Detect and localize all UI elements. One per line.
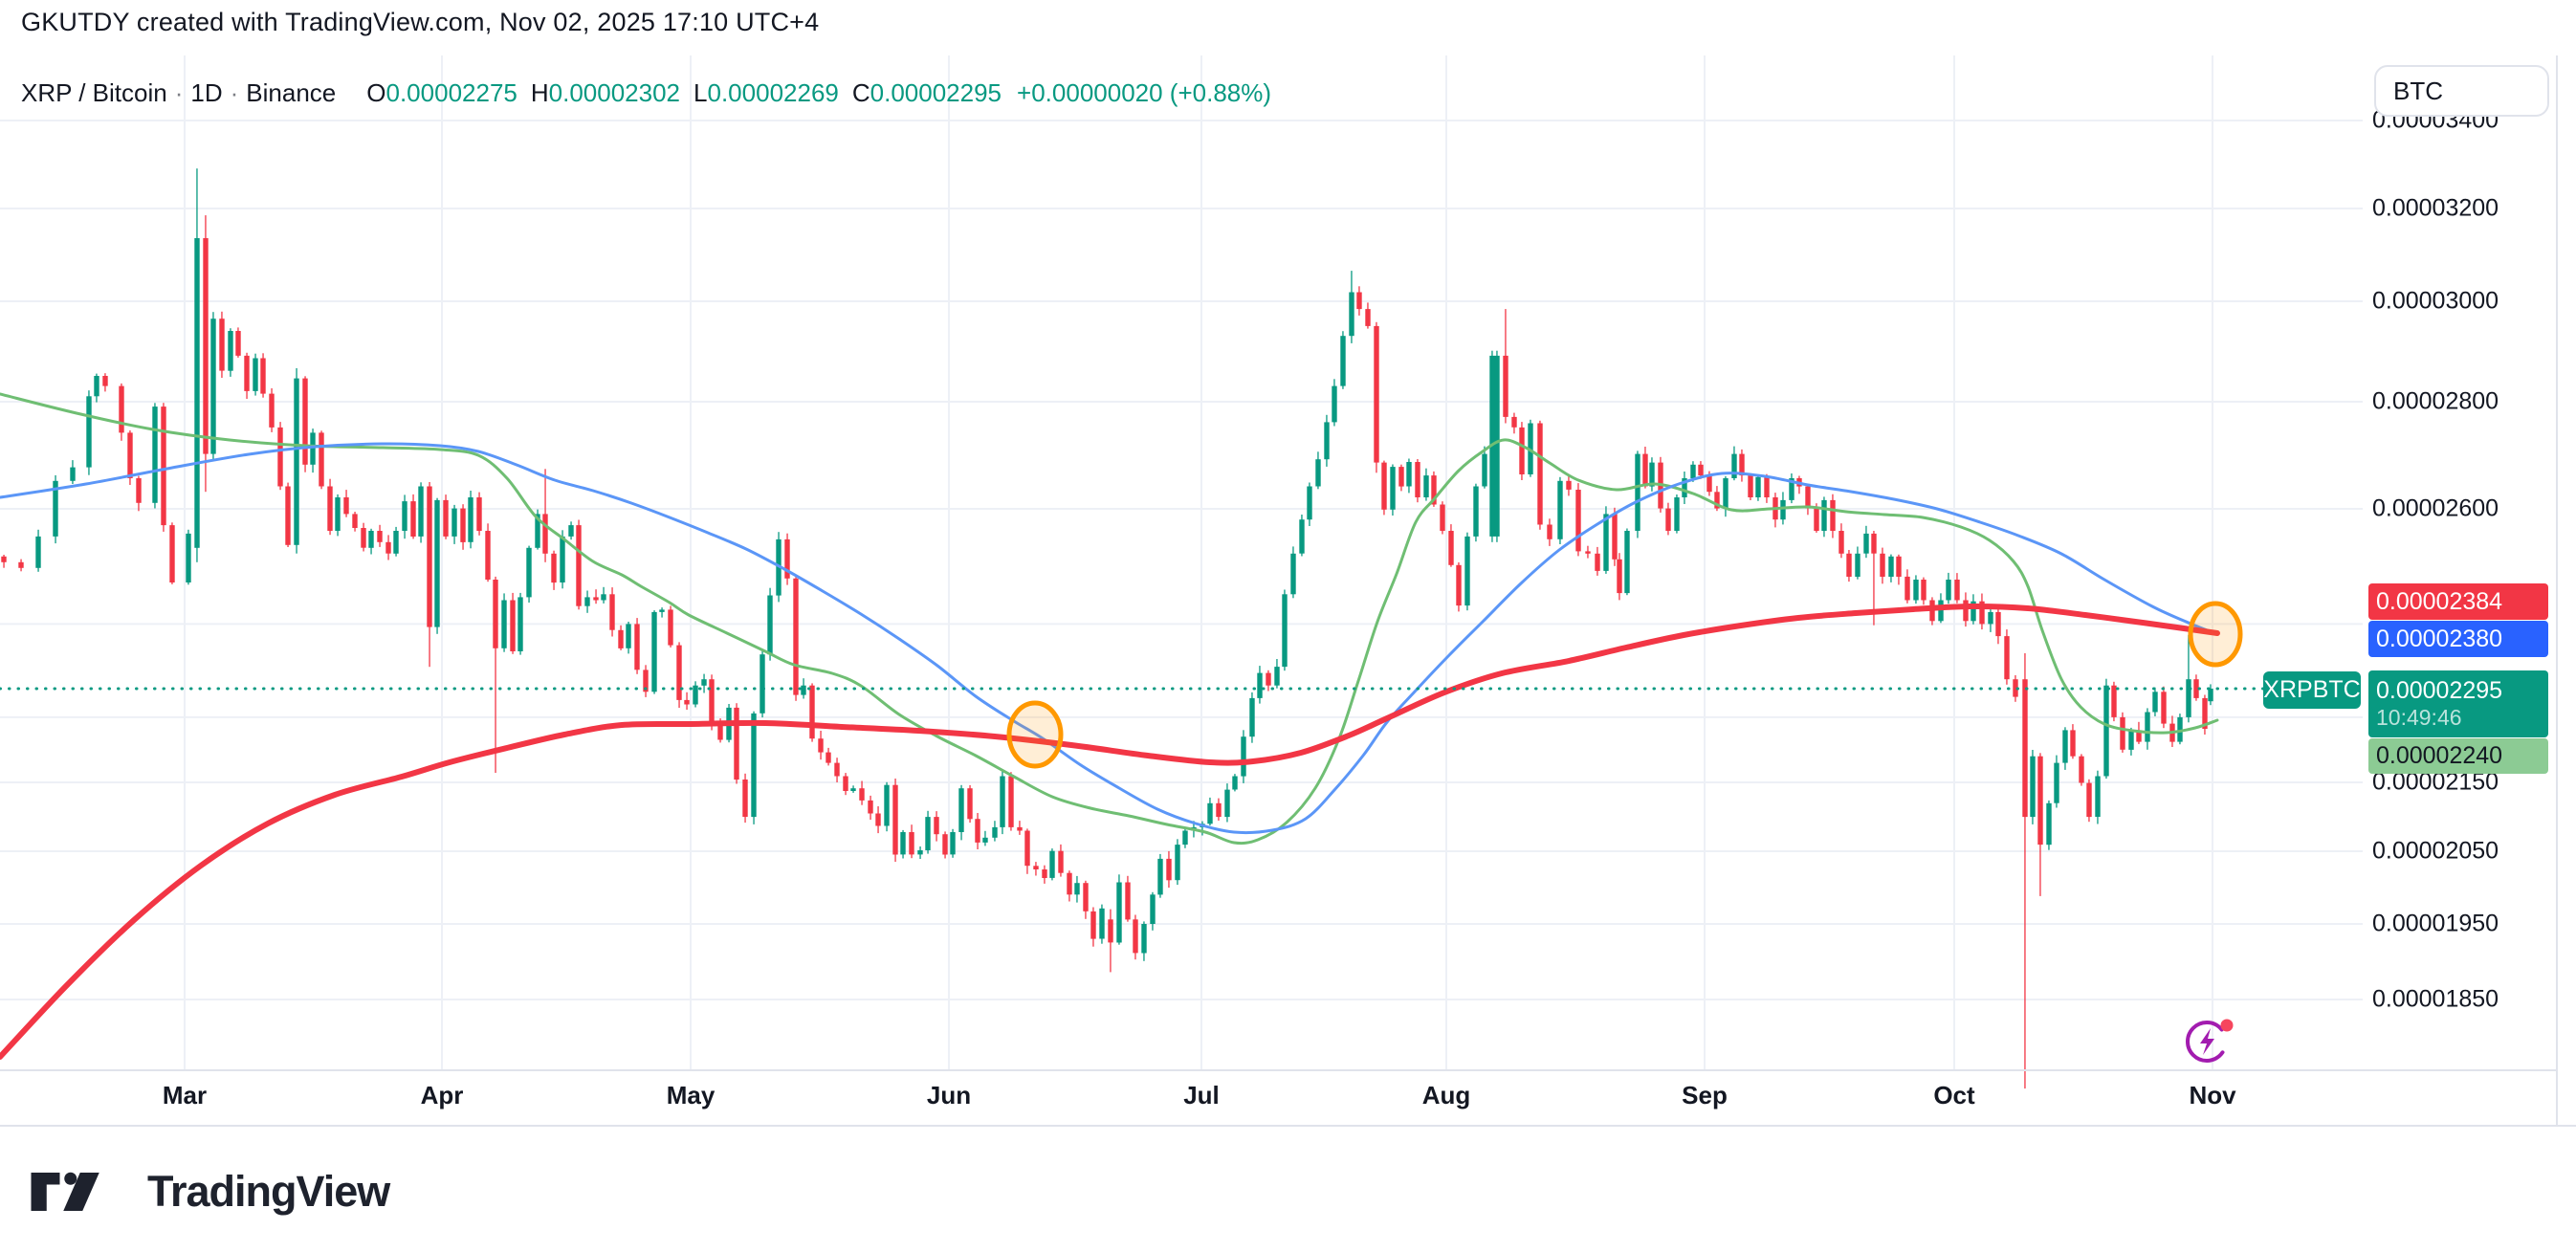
pane-separator (0, 1069, 2556, 1071)
green-ma-value: 0.00002240 (2368, 738, 2548, 774)
blue-ma-value: 0.00002380 (2368, 621, 2548, 657)
month-label-jun: Jun (926, 1081, 972, 1109)
price-tick-label: 0.00003200 (2372, 194, 2499, 222)
month-label-aug: Aug (1421, 1081, 1471, 1109)
last-price-label: 0.00002295 10:49:46 (2368, 670, 2548, 737)
interval-label[interactable]: 1D (190, 78, 223, 107)
month-label-jul: Jul (1183, 1081, 1220, 1109)
price-tick-label: 0.00001850 (2372, 985, 2499, 1013)
symbol-legend[interactable]: XRP / Bitcoin · 1D · Binance O0.00002275 H0.00… (21, 78, 1271, 108)
price-tick-label: 0.00003000 (2372, 287, 2499, 315)
ma-cross-circle-november (2188, 601, 2243, 668)
ohlc-key: C (851, 78, 870, 107)
bar-countdown: 10:49:46 (2376, 705, 2462, 730)
price-tick-label: 0.00002600 (2372, 494, 2499, 522)
month-label-apr: Apr (420, 1081, 464, 1109)
tradingview-logo-icon (31, 1172, 99, 1211)
price-tick-label: 0.00002050 (2372, 837, 2499, 865)
month-label-sep: Sep (1682, 1081, 1728, 1109)
month-label-oct: Oct (1933, 1081, 1975, 1109)
ohlc-key: H (530, 78, 549, 107)
price-tick-label: 0.00002800 (2372, 387, 2499, 415)
change-value: +0.00000020 (+0.88%) (1017, 78, 1272, 107)
ma-cross-circle-june (1006, 700, 1064, 769)
lightning-bolt-icon (2200, 1028, 2214, 1055)
red-ma-value: 0.00002384 (2368, 583, 2548, 620)
ohlc-values: O0.00002275 H0.00002302 L0.00002269 C0.0000… (353, 78, 1002, 107)
watermark-text: GKUTDY created with TradingView.com, Nov… (21, 8, 820, 36)
notification-dot (2220, 1019, 2234, 1032)
ma-blue (0, 442, 2219, 835)
ohlc-value: 0.00002269 (707, 78, 839, 107)
exchange-label[interactable]: Binance (246, 78, 337, 107)
ohlc-value: 0.00002295 (870, 78, 1002, 107)
symbol-name[interactable]: XRP / Bitcoin (21, 78, 167, 107)
currency-unit-button[interactable]: BTC (2374, 65, 2549, 117)
legend-separator: · (174, 78, 184, 107)
flash-notification-icon[interactable] (2185, 1019, 2246, 1076)
ohlc-key: O (366, 78, 386, 107)
ma-green (0, 392, 2219, 846)
tradingview-wordmark: TradingView (147, 1167, 390, 1216)
month-label-may: May (666, 1081, 716, 1109)
symbol-price-tag: XRPBTC (2263, 671, 2361, 709)
axis-bottom-border (0, 1125, 2576, 1127)
tradingview-attribution[interactable]: TradingView (29, 1167, 390, 1217)
ohlc-value: 0.00002302 (548, 78, 681, 107)
flash-circle (2186, 1021, 2228, 1063)
ohlc-key: L (694, 78, 708, 107)
legend-separator: · (230, 78, 239, 107)
scale-right-border (2556, 55, 2558, 1125)
price-tick-label: 0.00001950 (2372, 910, 2499, 937)
month-label-nov: Nov (2189, 1081, 2236, 1109)
ohlc-value: 0.00002275 (385, 78, 517, 107)
last-price-value: 0.00002295 (2376, 677, 2503, 704)
ma-red (0, 603, 2220, 1060)
month-label-mar: Mar (162, 1081, 208, 1109)
